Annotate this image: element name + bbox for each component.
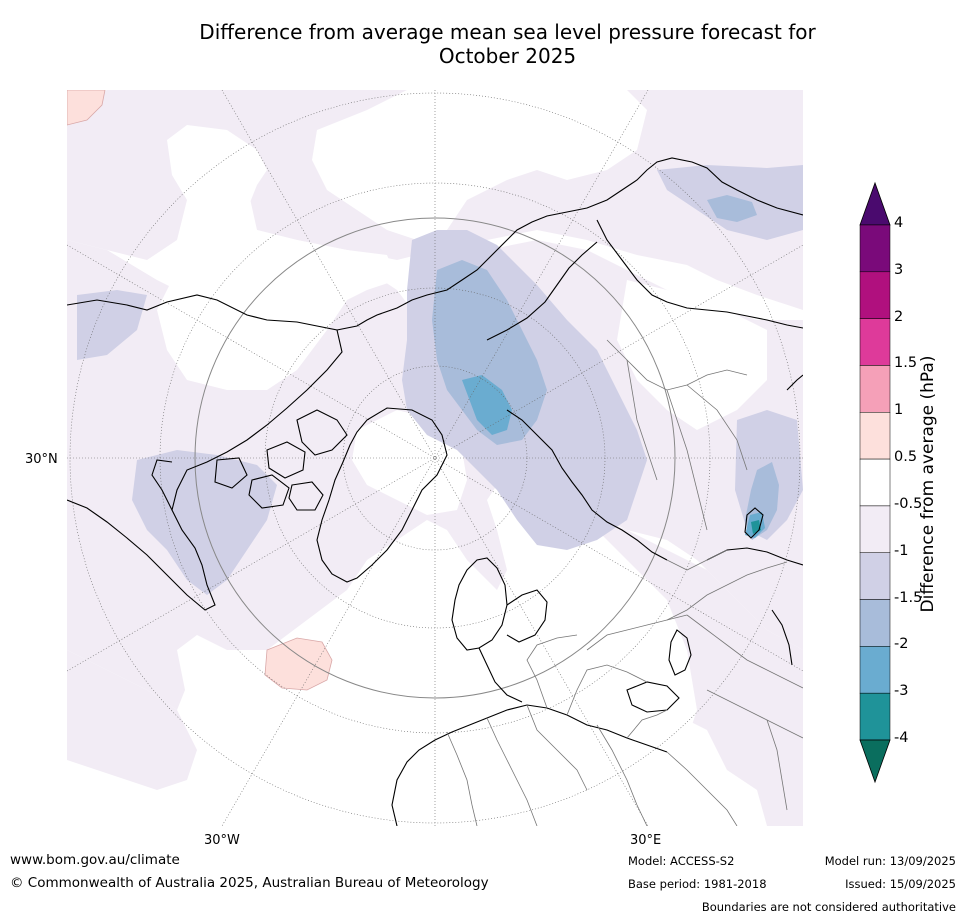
colorbar-tick-label: 3	[894, 261, 904, 278]
colorbar-segment	[859, 224, 891, 273]
anomaly-positive-areas	[67, 90, 333, 691]
colorbar-under-arrow	[859, 739, 891, 784]
footer-model-run: Model run: 13/09/2025	[824, 854, 956, 868]
footer-url: www.bom.gov.au/climate	[10, 852, 180, 868]
colorbar-tick-label: -3	[894, 683, 909, 700]
footer-disclaimer: Boundaries are not considered authoritat…	[701, 900, 956, 914]
colorbar-segment	[859, 599, 891, 647]
colorbar-segment	[859, 318, 891, 366]
colorbar-tick-label: -0.5	[894, 495, 923, 512]
colorbar-tick-label: -1	[894, 542, 909, 559]
colorbar-tick-label: 1.5	[894, 355, 918, 372]
colorbar-tick-label: -2	[894, 636, 909, 653]
footer-model: Model: ACCESS-S2	[628, 854, 735, 868]
colorbar-tick-label: -4	[894, 730, 909, 746]
footer-issued: Issued: 15/09/2025	[845, 877, 956, 891]
title-line-1: Difference from average mean sea level p…	[199, 20, 816, 44]
colorbar-segment	[859, 458, 891, 507]
anomaly-field-strong	[432, 195, 779, 540]
colorbar-segment	[859, 412, 891, 460]
colorbar-segment	[859, 646, 891, 694]
anomaly-neutral-areas	[157, 90, 767, 826]
country-boundaries	[446, 339, 803, 826]
polar-map	[67, 90, 803, 826]
colorbar-tick-label: -1.5	[894, 589, 923, 606]
lat-label-30n: 30°N	[25, 452, 58, 467]
lon-label-30e: 30°E	[630, 833, 662, 848]
colorbar-label: Difference from average (hPa)	[918, 355, 938, 613]
footer-base-period: Base period: 1981-2018	[628, 877, 767, 891]
colorbar-segment	[859, 271, 891, 319]
title-line-2: October 2025	[438, 44, 577, 68]
coastlines	[67, 157, 803, 826]
colorbar-tick-label: 4	[894, 215, 904, 231]
colorbar-segment	[859, 365, 891, 413]
colorbar-tick-label: 1	[894, 402, 904, 419]
lon-label-30w: 30°W	[204, 833, 240, 848]
map-boundary-ring	[194, 217, 676, 699]
colorbar-tick-label: 0.5	[894, 449, 918, 466]
colorbar-over-arrow	[859, 181, 891, 226]
graticule	[67, 90, 803, 826]
chart-title: Difference from average mean sea level p…	[120, 20, 895, 68]
colorbar-segment	[859, 692, 891, 741]
colorbar	[859, 181, 891, 784]
colorbar-segment	[859, 505, 891, 553]
colorbar-tick-label: 2	[894, 308, 904, 325]
colorbar-segment	[859, 552, 891, 600]
map-svg	[67, 90, 803, 826]
footer-copyright: © Commonwealth of Australia 2025, Austra…	[10, 875, 489, 891]
